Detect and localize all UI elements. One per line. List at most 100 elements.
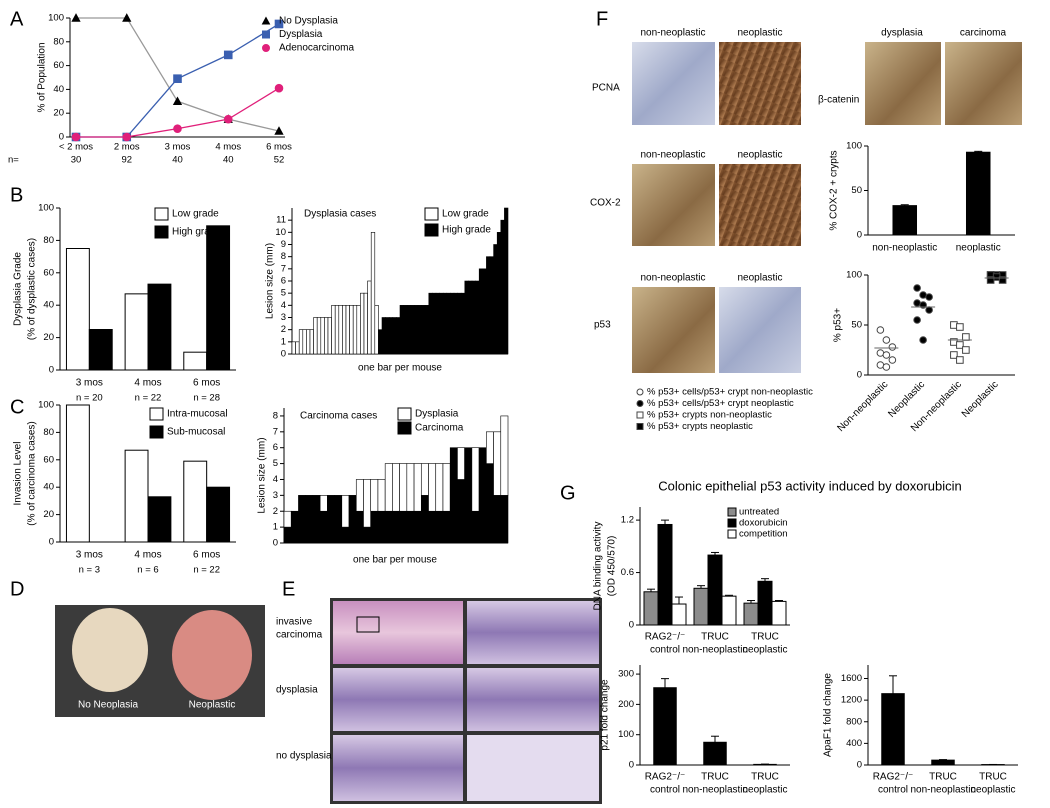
bar bbox=[399, 305, 404, 355]
y-axis-label: % p53+ bbox=[833, 308, 844, 342]
x-tick-label: neoplastic bbox=[742, 785, 787, 796]
bar-segment bbox=[420, 495, 429, 544]
legend-swatch bbox=[727, 529, 737, 539]
bar-segment bbox=[493, 431, 502, 496]
bar bbox=[206, 225, 231, 371]
y-axis-label: % of Population bbox=[37, 42, 48, 112]
y-axis-label: Lesion size (mm) bbox=[257, 437, 268, 513]
point bbox=[956, 341, 964, 349]
x-tick-label: RAG2⁻/⁻ bbox=[645, 632, 686, 643]
y-tick-label: 0 bbox=[857, 230, 862, 241]
bar-segment bbox=[457, 479, 465, 544]
bar bbox=[385, 317, 390, 355]
panel-letter: G bbox=[560, 482, 576, 504]
tissue bbox=[72, 608, 148, 692]
point bbox=[882, 351, 891, 359]
y-tick-label: 0 bbox=[629, 620, 634, 631]
legend-label: Intra-mucosal bbox=[167, 409, 228, 420]
histology bbox=[719, 42, 801, 125]
n-label: n= bbox=[8, 155, 19, 166]
y-tick-label: 0 bbox=[857, 760, 862, 771]
legend-swatch bbox=[727, 507, 737, 517]
x-tick-label: TRUC bbox=[751, 772, 779, 783]
chart-title: Dysplasia cases bbox=[304, 209, 376, 220]
y-tick-label: 2 bbox=[273, 506, 278, 517]
panel-letter: C bbox=[10, 396, 24, 418]
panel-letter: A bbox=[10, 8, 24, 30]
bar bbox=[482, 268, 487, 355]
histology bbox=[467, 668, 599, 731]
bar bbox=[435, 292, 440, 355]
y-tick-label: 1600 bbox=[841, 673, 862, 684]
x-tick-label: non-neoplastic bbox=[910, 785, 975, 796]
bar-segment bbox=[348, 495, 357, 544]
bar bbox=[693, 587, 709, 626]
bar bbox=[743, 602, 759, 626]
row-label: β-catenin bbox=[818, 95, 859, 106]
n-label: 40 bbox=[172, 155, 183, 166]
image-label: Neoplastic bbox=[189, 700, 236, 711]
bar-segment bbox=[355, 510, 364, 544]
legend-marker bbox=[636, 400, 644, 407]
legend-marker bbox=[262, 30, 270, 39]
bar bbox=[671, 603, 687, 626]
histology bbox=[632, 287, 715, 373]
legend-swatch bbox=[424, 207, 439, 221]
bar bbox=[489, 256, 494, 355]
y-tick-label: 6 bbox=[281, 276, 286, 287]
legend-label: doxorubicin bbox=[739, 518, 788, 529]
legend-marker bbox=[261, 16, 271, 25]
legend-label: High grade bbox=[172, 227, 221, 238]
y-tick-label: 10 bbox=[275, 227, 286, 238]
bar bbox=[147, 496, 172, 543]
point bbox=[71, 13, 81, 22]
point bbox=[962, 346, 970, 354]
bar bbox=[460, 292, 466, 355]
x-tick-label: RAG2⁻/⁻ bbox=[645, 772, 686, 783]
bar-segment bbox=[363, 526, 372, 544]
bar bbox=[356, 305, 361, 355]
x-tick-label: neoplastic bbox=[956, 243, 1001, 254]
panel-letter: F bbox=[596, 8, 608, 30]
n-label: n = 22 bbox=[193, 565, 220, 576]
legend-label: Low grade bbox=[442, 209, 489, 220]
point bbox=[173, 124, 182, 133]
bar bbox=[428, 292, 433, 355]
point bbox=[919, 336, 927, 344]
y-tick-label: 1.2 bbox=[621, 515, 634, 526]
point bbox=[274, 126, 284, 135]
bar bbox=[653, 687, 677, 766]
legend-label: Carcinoma bbox=[415, 423, 464, 434]
bar bbox=[442, 292, 448, 355]
bar bbox=[643, 591, 659, 626]
legend-label: % p53+ crypts neoplastic bbox=[647, 421, 753, 432]
bar-segment bbox=[406, 510, 415, 544]
y-tick-label: 40 bbox=[43, 300, 54, 311]
point bbox=[876, 326, 885, 334]
y-tick-label: 8 bbox=[281, 251, 286, 262]
bar bbox=[424, 305, 430, 355]
column-label: non-neoplastic bbox=[640, 273, 705, 284]
bar bbox=[370, 232, 376, 355]
bar-segment bbox=[327, 495, 335, 544]
bar-segment bbox=[420, 463, 429, 496]
bar-segment bbox=[312, 495, 321, 544]
point bbox=[122, 13, 132, 22]
n-label: 92 bbox=[121, 155, 132, 166]
x-tick-label: non-neoplastic bbox=[682, 645, 747, 656]
y-tick-label: 80 bbox=[43, 235, 54, 246]
x-tick-label: 3 mos bbox=[76, 550, 103, 561]
legend-marker bbox=[636, 423, 644, 430]
y-tick-label: 0.6 bbox=[621, 567, 634, 578]
point bbox=[888, 343, 897, 351]
legend-label: % p53+ cells/p53+ crypt neoplastic bbox=[647, 398, 794, 409]
x-tick-label: non-neoplastic bbox=[682, 785, 747, 796]
bar-segment bbox=[370, 510, 379, 544]
chart-title: Carcinoma cases bbox=[300, 411, 377, 422]
y-tick-label: 60 bbox=[43, 454, 54, 465]
bar-segment bbox=[435, 463, 444, 512]
y-tick-label: 200 bbox=[618, 699, 634, 710]
n-label: n = 3 bbox=[79, 565, 100, 576]
y-tick-label: 100 bbox=[48, 13, 64, 24]
